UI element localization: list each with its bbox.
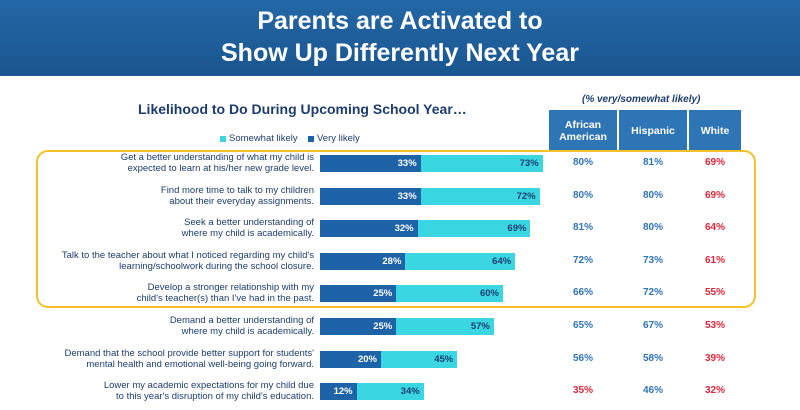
row-label-line: Lower my academic expectations for my ch… [103, 380, 314, 392]
value-african-american: 35% [572, 385, 593, 397]
value-white: 69% [704, 157, 725, 168]
row-label-line: learning/schoolwork during the school cl… [119, 260, 314, 272]
row-label-line: Demand that the school provide better su… [64, 347, 315, 359]
value-hispanic: 81% [642, 157, 663, 168]
bar-very [320, 350, 381, 368]
row-label-line: expected to learn at his/her new grade l… [127, 163, 314, 174]
column-header-african-american: African American [549, 110, 617, 152]
bar-label-total: 60% [479, 288, 499, 300]
value-hispanic: 67% [642, 320, 663, 331]
value-african-american: 81% [572, 222, 593, 234]
bar-label-total: 64% [492, 255, 512, 267]
bar-label-very: 20% [357, 353, 377, 365]
value-white: 69% [704, 189, 725, 201]
row-label: Find more time to talk to my children abo… [14, 185, 314, 207]
column-header-label: African American [559, 119, 607, 143]
column-header-label: Hispanic [631, 125, 675, 137]
row-label-line: to this year's disruption of my child's … [116, 391, 314, 403]
value-white: 61% [704, 254, 725, 266]
value-african-american: 56% [572, 352, 593, 364]
bar-very [320, 318, 397, 335]
highlight-box [36, 150, 756, 308]
legend-label-somewhat: Somewhat likely [229, 133, 298, 144]
bar-very [320, 285, 397, 303]
row-label: Get a better understanding of what my ch… [14, 152, 314, 174]
bar-very [320, 187, 421, 205]
legend-swatch-very [308, 135, 314, 142]
column-header-label: White [700, 125, 730, 137]
row-label: Talk to the teacher about what I noticed… [14, 250, 314, 272]
bar-very [320, 220, 418, 238]
bar-label-total: 69% [507, 223, 527, 235]
title-banner: Parents are Activated to Show Up Differe… [0, 0, 800, 76]
row-label: Demand that the school provide better su… [14, 347, 315, 370]
column-header-hispanic: Hispanic [619, 110, 687, 152]
bar-label-total: 73% [519, 158, 539, 169]
bar-very [320, 383, 357, 401]
row-label-line: about their everyday assignments. [169, 195, 314, 207]
bar-label-total: 72% [516, 190, 536, 202]
row-label-line: Demand a better understanding of [169, 315, 314, 326]
page-title-line1: Parents are Activated to [257, 7, 543, 35]
bar-label-very: 28% [382, 255, 402, 267]
value-white: 32% [704, 385, 725, 397]
bar-label-total: 57% [470, 321, 490, 332]
bar-label-very: 12% [333, 386, 353, 398]
row-label-line: Talk to the teacher about what I noticed… [61, 249, 314, 261]
page-title-line2: Show Up Differently Next Year [221, 39, 579, 67]
bar-label-very: 32% [394, 223, 414, 235]
value-hispanic: 72% [642, 287, 663, 299]
value-hispanic: 80% [642, 222, 663, 234]
value-african-american: 80% [572, 157, 593, 168]
row-label: Develop a stronger relationship with my c… [14, 282, 314, 304]
row-label-line: child's teacher(s) than I've had in the … [136, 293, 314, 305]
percent-note: (% very/somewhat likely) [582, 94, 701, 105]
bar-label-very: 25% [373, 321, 393, 332]
value-african-american: 66% [572, 287, 593, 299]
value-african-american: 72% [572, 254, 593, 266]
row-label-line: where my child is academically. [181, 228, 314, 240]
row-label-line: where my child is academically. [181, 326, 314, 337]
bar-label-very: 33% [397, 190, 417, 202]
value-white: 64% [704, 222, 725, 234]
legend-very: Very likely [308, 133, 360, 144]
row-label: Demand a better understanding of where my… [14, 315, 314, 337]
value-african-american: 65% [572, 320, 593, 331]
row-label-line: Find more time to talk to my children [160, 184, 314, 196]
value-african-american: 80% [572, 189, 593, 201]
value-hispanic: 46% [642, 385, 663, 397]
legend-label-very: Very likely [317, 133, 360, 144]
bar-label-very: 33% [397, 158, 417, 169]
bar-label-total: 45% [434, 353, 454, 365]
row-label-line: mental health and emotional well-being g… [86, 358, 314, 370]
column-header-white: White [689, 110, 741, 152]
bar-very [320, 252, 406, 270]
legend-swatch-somewhat [220, 135, 226, 142]
bar-label-very: 25% [373, 288, 393, 300]
row-label-line: Seek a better understanding of [184, 217, 314, 229]
row-label-line: Get a better understanding of what my ch… [120, 152, 314, 163]
value-hispanic: 80% [642, 189, 663, 201]
value-white: 55% [704, 287, 725, 299]
bar-very [320, 155, 421, 172]
row-label: Seek a better understanding of where my c… [14, 217, 314, 239]
chart-subtitle: Likelihood to Do During Upcoming School … [138, 101, 467, 117]
row-label: Lower my academic expectations for my ch… [14, 380, 314, 402]
value-white: 53% [704, 320, 725, 331]
value-hispanic: 73% [642, 254, 663, 266]
legend-somewhat: Somewhat likely [220, 133, 298, 144]
bar-label-total: 34% [400, 386, 420, 398]
value-hispanic: 58% [642, 352, 663, 364]
row-label-line: Develop a stronger relationship with my [147, 282, 314, 294]
value-white: 39% [704, 352, 725, 364]
